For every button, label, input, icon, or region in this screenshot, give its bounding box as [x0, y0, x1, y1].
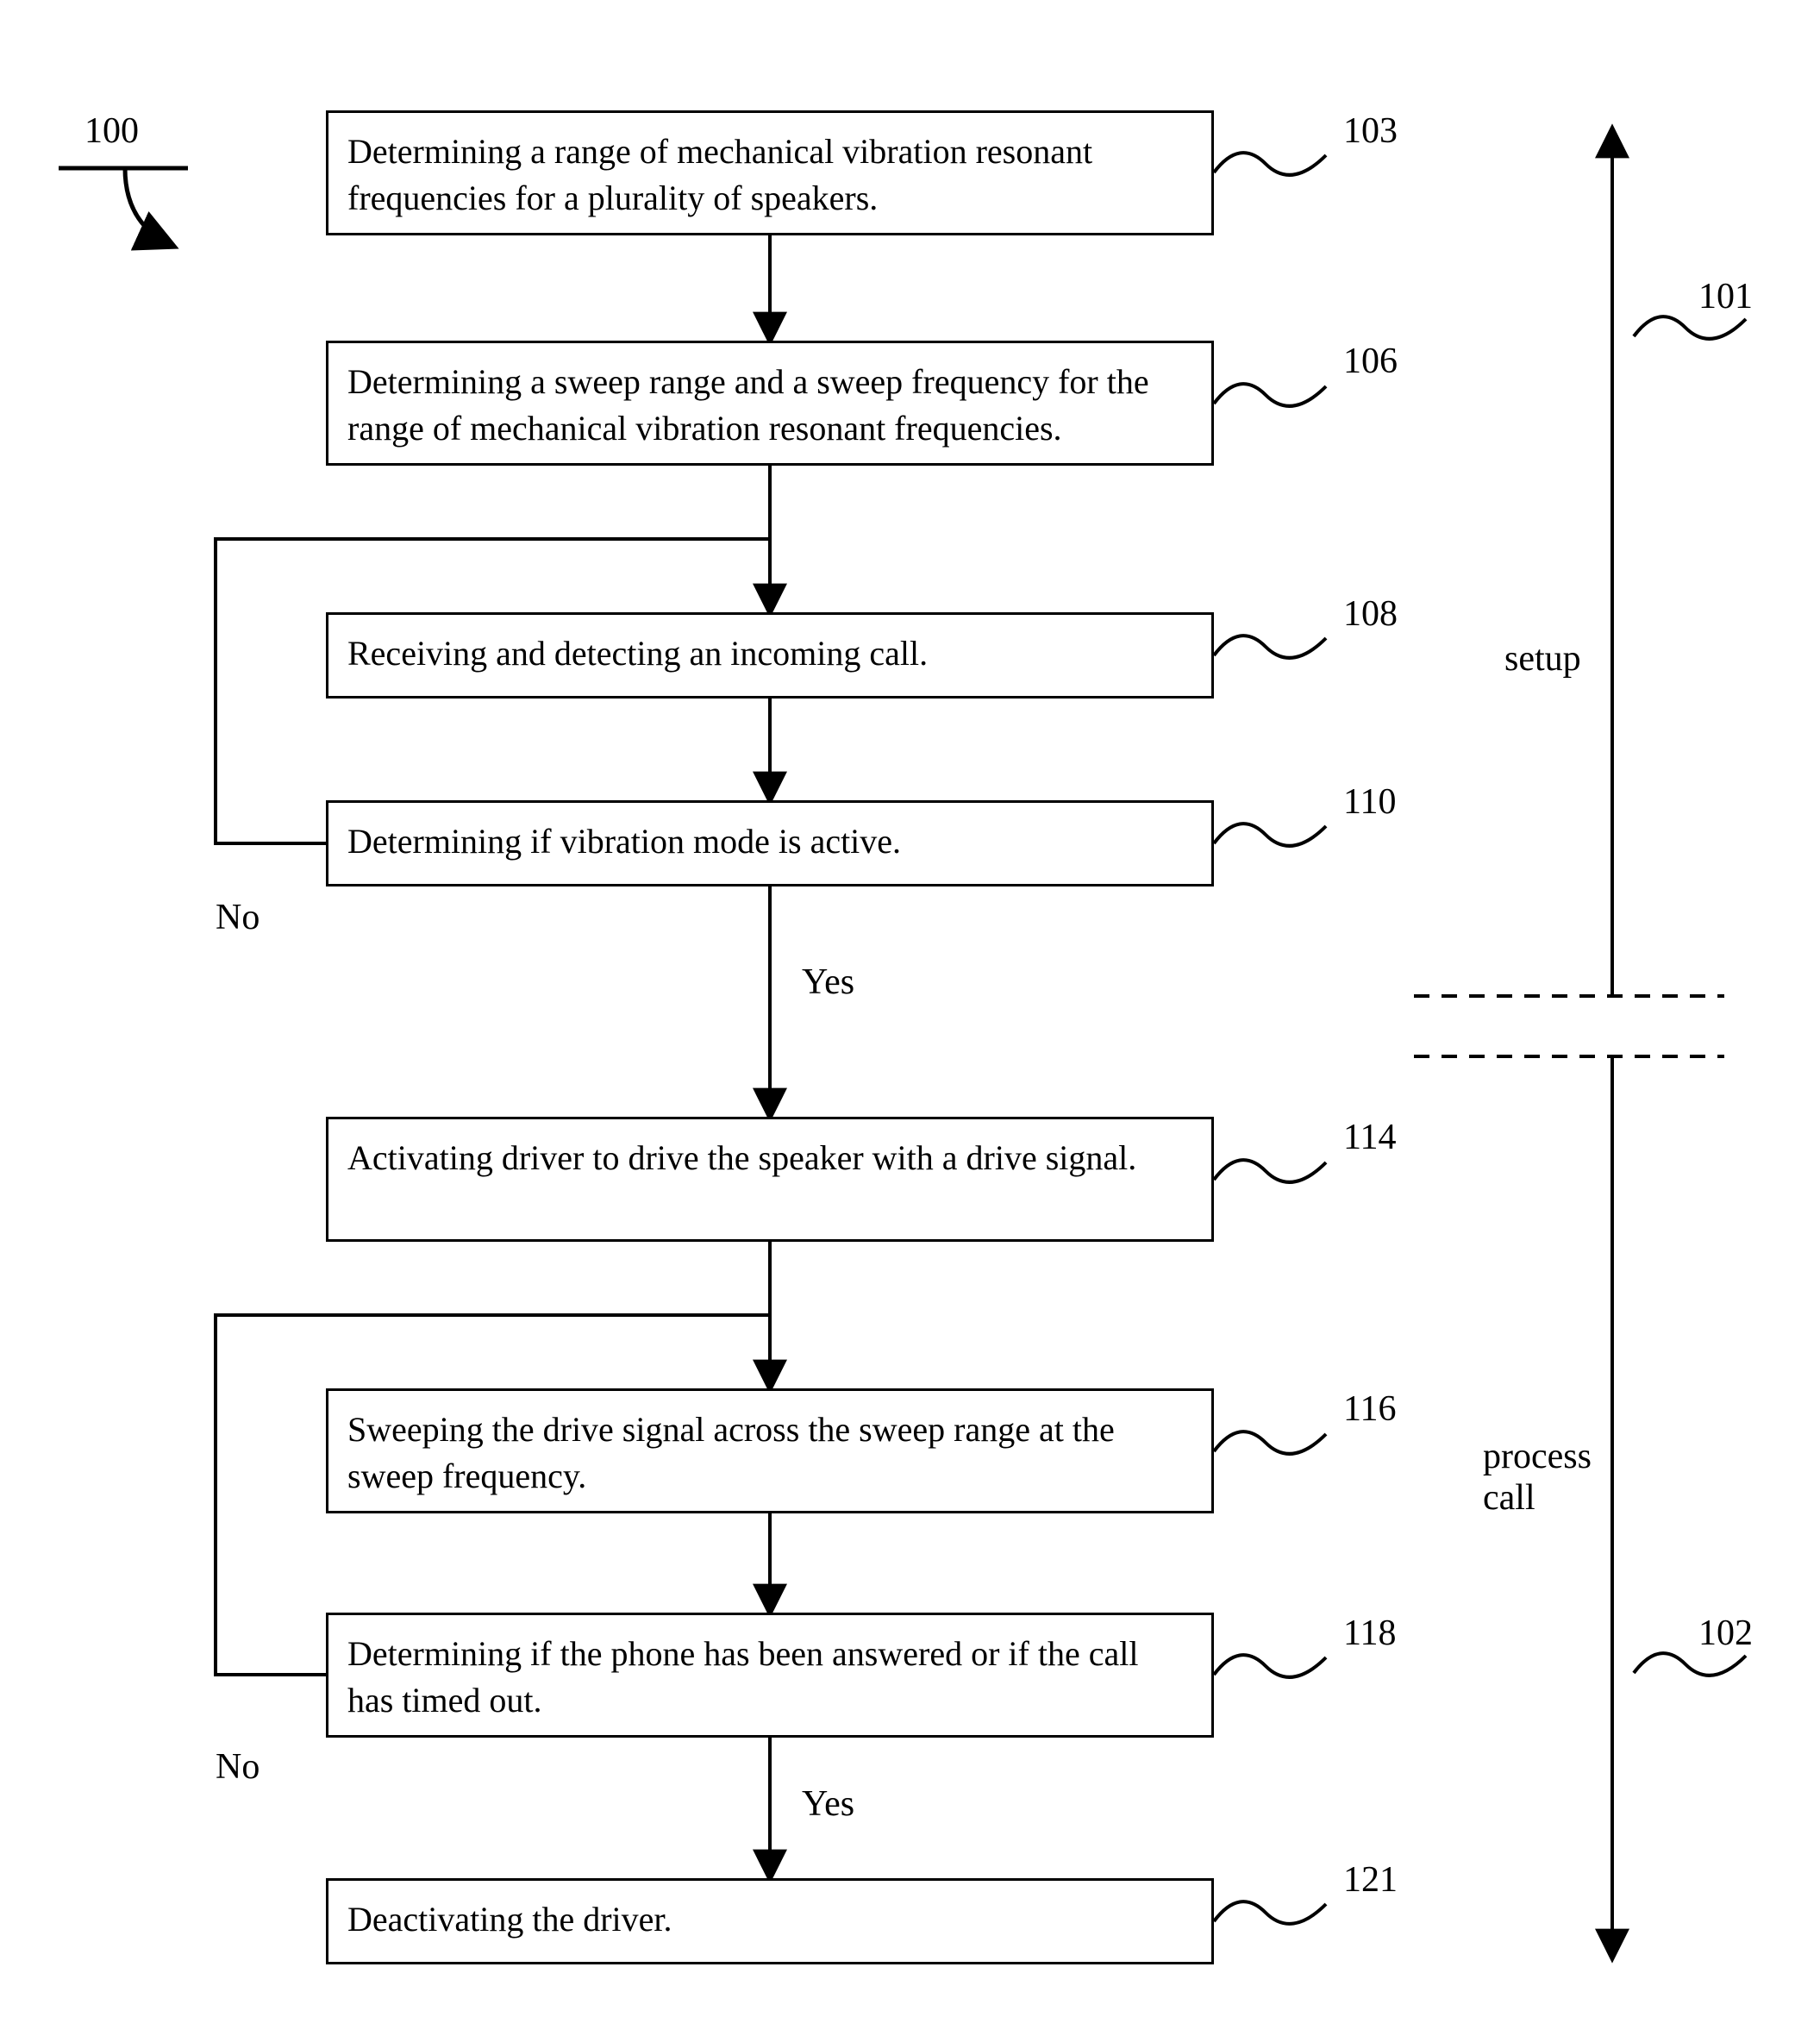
ref-110: 110	[1343, 781, 1396, 823]
label-no-1: No	[216, 897, 260, 938]
ref-108: 108	[1343, 593, 1398, 635]
step-116: Sweeping the drive signal across the swe…	[326, 1388, 1214, 1513]
step-108: Receiving and detecting an incoming call…	[326, 612, 1214, 699]
ref-121: 121	[1343, 1859, 1398, 1901]
phase-process-label: process call	[1483, 1436, 1629, 1519]
step-121: Deactivating the driver.	[326, 1878, 1214, 1964]
label-no-2: No	[216, 1746, 260, 1788]
step-114: Activating driver to drive the speaker w…	[326, 1117, 1214, 1242]
ref-101: 101	[1698, 276, 1753, 317]
ref-118: 118	[1343, 1613, 1396, 1654]
ref-106: 106	[1343, 341, 1398, 382]
step-110: Determining if vibration mode is active.	[326, 800, 1214, 886]
ref-100: 100	[84, 110, 139, 152]
step-118: Determining if the phone has been answer…	[326, 1613, 1214, 1738]
ref-114: 114	[1343, 1117, 1396, 1158]
label-yes-2: Yes	[802, 1783, 854, 1825]
ref-116: 116	[1343, 1388, 1396, 1430]
ref-103: 103	[1343, 110, 1398, 152]
flowchart-canvas: 100 Determining a range of mechanical vi…	[0, 0, 1820, 2036]
ref-102: 102	[1698, 1613, 1753, 1654]
step-103: Determining a range of mechanical vibrat…	[326, 110, 1214, 235]
step-106: Determining a sweep range and a sweep fr…	[326, 341, 1214, 466]
phase-setup-label: setup	[1504, 638, 1581, 680]
label-yes-1: Yes	[802, 962, 854, 1003]
